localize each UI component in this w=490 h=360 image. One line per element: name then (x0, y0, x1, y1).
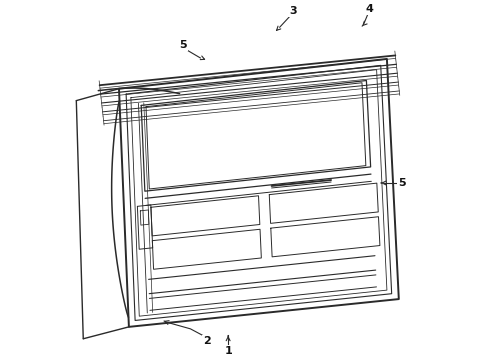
Text: 1: 1 (224, 346, 232, 356)
Text: 4: 4 (365, 4, 373, 14)
Text: 3: 3 (289, 6, 296, 16)
Text: 5: 5 (398, 178, 406, 188)
Text: 2: 2 (203, 336, 211, 346)
Text: 5: 5 (180, 40, 187, 50)
